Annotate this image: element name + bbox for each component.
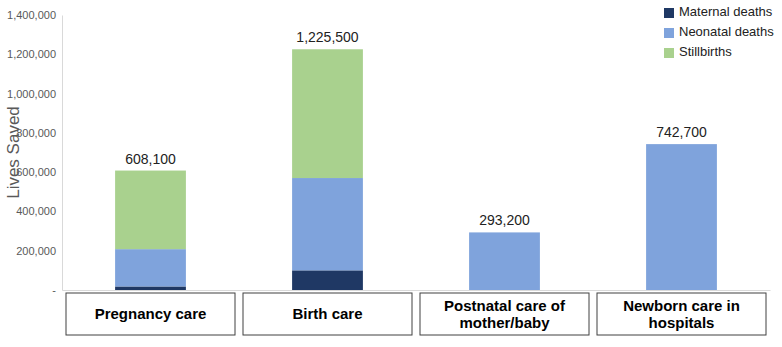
legend-label: Neonatal deaths [679,24,774,39]
x-tick-label: Pregnancy care [95,305,207,322]
total-label: 1,225,500 [296,29,358,45]
series [115,49,363,249]
bar-segment [646,144,717,290]
bar-segment [292,49,363,178]
bar-segment [646,144,717,145]
total-label: 608,100 [125,151,176,167]
x-tick-label: Postnatal care ofmother/baby [444,297,566,331]
bar-segment [115,171,186,250]
y-tick-label: 1,200,000 [7,48,56,60]
legend-item: Neonatal deaths [664,24,774,39]
category-box [420,293,589,335]
y-tick-label: 200,000 [16,245,56,257]
x-axis: Pregnancy care Birth care Postnatal care o… [63,291,771,331]
x-tick-label: Newborn care inhospitals [623,297,740,331]
total-label: 293,200 [479,212,530,228]
bars [115,49,717,290]
bar-segment [292,178,363,270]
series [115,144,717,290]
y-tick: - [52,284,62,296]
bar-segment [469,232,540,290]
x-tick-label: Birth care [292,305,362,322]
bar-segment [469,232,540,233]
y-tick-label: 1,400,000 [7,9,56,21]
legend-label: Stillbirths [679,44,732,59]
total-label: 742,700 [656,124,707,140]
y-tick-label: 1,000,000 [7,88,56,100]
category-box [66,293,235,335]
category-box [597,293,766,335]
bar-segment [292,270,363,290]
y-tick: 1,400,000 [7,9,62,21]
totals: 608,100 1,225,500 293,200 742,700 [125,29,707,228]
legend-swatch [664,48,674,58]
axis-line [62,16,63,291]
y-tick-label: - [52,284,56,296]
legend: Maternal deaths Neonatal deaths Stillbirth… [664,4,774,59]
x-tick: Pregnancy care [95,305,207,322]
chart: -200,000400,000600,000800,0001,000,0001,… [0,0,782,347]
legend-swatch [664,8,674,18]
axis-line [63,290,771,291]
y-tick: 200,000 [16,245,62,257]
legend-swatch [664,28,674,38]
y-tick-label: 400,000 [16,205,56,217]
legend-item: Stillbirths [664,44,732,59]
x-tick: Birth care [292,305,362,322]
bar-segment [115,286,186,290]
y-tick: 400,000 [16,205,62,217]
legend-label: Maternal deaths [679,4,773,19]
category-box [243,293,412,335]
x-tick: Postnatal care ofmother/baby [444,297,566,331]
category-boxes [66,293,766,335]
x-tick: Newborn care inhospitals [623,297,740,331]
y-tick: 1,200,000 [7,48,62,60]
y-tick: 1,000,000 [7,88,62,100]
bar-segment [115,249,186,286]
y-axis-title: Lives Saved [4,106,23,199]
legend-item: Maternal deaths [664,4,773,19]
